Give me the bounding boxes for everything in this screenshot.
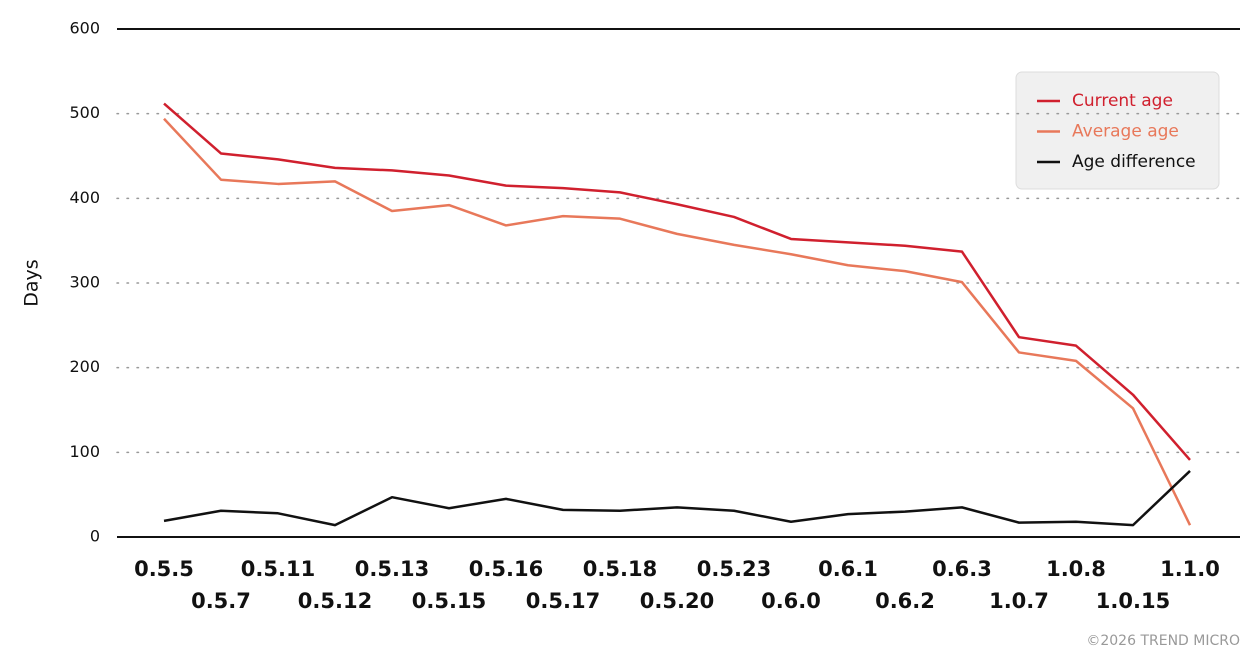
x-tick-label: 0.6.2 xyxy=(875,589,935,613)
x-tick-label: 0.5.20 xyxy=(640,589,714,613)
legend-label: Average age xyxy=(1072,122,1179,142)
x-tick-label: 0.6.0 xyxy=(761,589,821,613)
x-tick-label: 0.5.7 xyxy=(191,589,251,613)
legend-label: Age difference xyxy=(1072,152,1196,172)
series-line xyxy=(163,470,1191,527)
x-tick-label: 0.5.12 xyxy=(298,589,372,613)
y-tick-label: 100 xyxy=(69,442,100,461)
x-tick-label: 0.5.18 xyxy=(583,557,657,581)
y-tick-label: 0 xyxy=(90,527,100,546)
y-tick-label: 600 xyxy=(69,19,100,38)
legend-box xyxy=(1015,71,1220,190)
x-tick-label: 0.5.17 xyxy=(526,589,600,613)
footer: ©2026 TREND MICRO xyxy=(1086,633,1240,649)
y-tick-label: 400 xyxy=(69,188,100,207)
series-line xyxy=(163,117,1192,526)
x-tick-label: 0.5.11 xyxy=(241,557,315,581)
x-tick-label: 0.5.16 xyxy=(469,557,543,581)
x-tick-label: 1.0.8 xyxy=(1046,557,1106,581)
series-line xyxy=(163,102,1191,461)
x-tick-label: 0.6.3 xyxy=(932,557,992,581)
y-tick-label: 300 xyxy=(69,273,100,292)
x-tick-label: 0.6.1 xyxy=(818,557,878,581)
x-tick-label: 0.5.13 xyxy=(355,557,429,581)
x-tick-label: 1.1.0 xyxy=(1160,557,1220,581)
x-tick-label: 1.0.7 xyxy=(989,589,1049,613)
x-tick-label: 0.5.5 xyxy=(134,557,194,581)
y-axis-label: Days xyxy=(21,259,43,306)
y-tick-label: 500 xyxy=(69,103,100,122)
legend-label: Current age xyxy=(1072,91,1173,111)
x-tick-label: 0.5.23 xyxy=(697,557,771,581)
x-tick-label: 0.5.15 xyxy=(412,589,486,613)
x-tick-label: 1.0.15 xyxy=(1096,589,1170,613)
y-tick-label: 200 xyxy=(69,357,100,376)
